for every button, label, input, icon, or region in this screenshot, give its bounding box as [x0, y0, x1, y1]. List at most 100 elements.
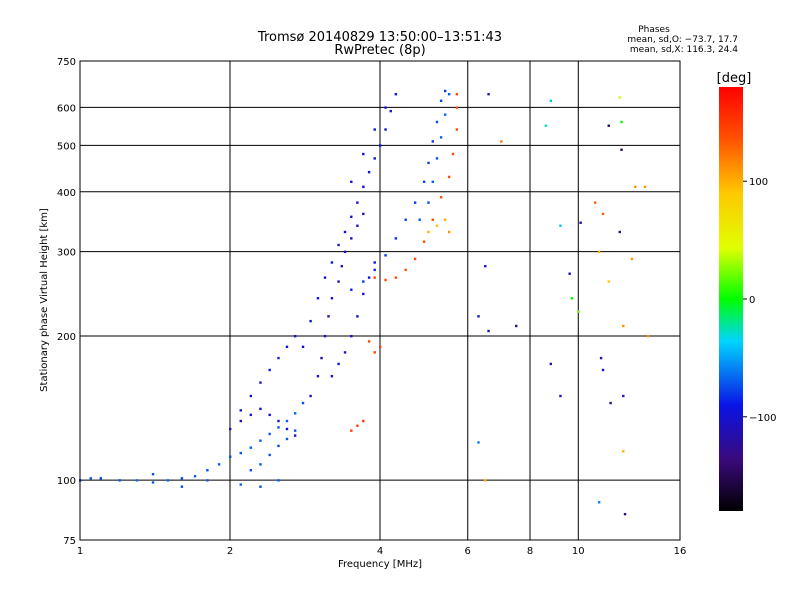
data-point	[362, 212, 365, 216]
data-point	[630, 257, 634, 261]
data-point	[394, 276, 398, 279]
data-point	[435, 157, 439, 160]
data-point	[455, 128, 459, 131]
data-point	[277, 426, 280, 429]
data-point	[622, 450, 625, 453]
data-point	[373, 261, 376, 264]
data-point	[259, 485, 262, 488]
x-tick-label: 10	[572, 546, 585, 557]
data-point	[249, 413, 253, 417]
data-point	[622, 324, 625, 328]
data-point	[549, 362, 553, 366]
data-point	[413, 201, 417, 204]
data-point	[367, 170, 371, 174]
colorbar-label: [deg]	[717, 71, 752, 86]
data-point	[607, 124, 610, 127]
data-point	[515, 324, 518, 328]
data-point	[427, 201, 430, 204]
data-point	[337, 243, 340, 247]
colorbar-tick-label: −100	[749, 413, 776, 424]
data-point	[350, 237, 353, 240]
data-point	[343, 250, 347, 254]
data-point	[362, 292, 365, 296]
data-point	[544, 124, 548, 127]
data-point	[285, 419, 289, 423]
data-point	[180, 477, 184, 480]
data-point	[135, 479, 139, 482]
data-point	[249, 394, 253, 398]
data-point	[618, 96, 621, 99]
data-point	[239, 409, 242, 412]
data-point	[601, 212, 605, 216]
y-tick-label: 600	[57, 103, 76, 114]
data-point	[301, 401, 305, 405]
data-point	[229, 455, 232, 458]
data-point	[356, 224, 359, 227]
data-point	[447, 230, 451, 234]
data-point	[193, 475, 197, 478]
data-point	[277, 444, 280, 448]
data-point	[618, 230, 621, 234]
data-point	[151, 473, 155, 476]
y-tick-label: 75	[63, 536, 76, 547]
data-point	[455, 92, 459, 96]
data-point	[427, 161, 430, 165]
data-point	[343, 351, 347, 354]
data-point	[623, 512, 627, 516]
data-point	[330, 374, 334, 378]
colorbar-ticks: 100 0 −100	[743, 177, 776, 424]
data-point	[373, 157, 376, 160]
data-point	[477, 441, 480, 444]
x-tick-label: 2	[227, 546, 233, 557]
data-point	[166, 479, 170, 482]
data-point	[487, 329, 490, 333]
data-point	[577, 310, 580, 313]
data-point	[500, 140, 503, 143]
data-point	[609, 401, 612, 405]
data-point	[350, 215, 353, 218]
data-point	[362, 185, 365, 189]
data-point	[559, 394, 562, 398]
plot-frame	[79, 60, 681, 541]
data-point	[373, 268, 376, 272]
data-point	[239, 483, 242, 486]
data-point	[362, 152, 365, 156]
data-point	[367, 276, 371, 279]
data-point	[343, 230, 347, 234]
data-point	[443, 218, 447, 221]
data-point	[285, 345, 289, 349]
data-point	[362, 280, 365, 283]
data-point	[89, 477, 92, 480]
data-point	[323, 334, 327, 338]
x-axis-label: Frequency [MHz]	[338, 559, 422, 570]
scatter-points	[79, 89, 650, 516]
data-point	[285, 437, 289, 441]
data-point	[579, 221, 582, 224]
data-point	[118, 479, 121, 482]
data-point	[431, 180, 434, 184]
data-point	[259, 407, 262, 411]
data-point	[418, 218, 421, 221]
data-point	[484, 264, 487, 268]
x-ticks: 1 2 4 6 8 10 16	[77, 546, 687, 557]
y-axis-label: Stationary phase Virtual Height [km]	[39, 208, 50, 392]
data-point	[447, 175, 451, 179]
data-point	[384, 106, 387, 109]
data-point	[427, 230, 430, 234]
data-point	[404, 268, 407, 272]
data-point	[443, 89, 447, 93]
data-point	[379, 345, 382, 349]
data-point	[549, 99, 553, 102]
data-point	[394, 92, 398, 96]
data-point	[379, 144, 382, 147]
y-tick-label: 750	[57, 57, 76, 68]
data-point	[607, 280, 610, 283]
data-point	[268, 453, 271, 457]
colorbar-tick-label: 0	[749, 295, 755, 306]
data-point	[309, 319, 312, 323]
data-point	[620, 148, 623, 151]
data-point	[597, 250, 601, 254]
data-point	[435, 224, 439, 227]
data-point	[477, 315, 480, 318]
data-point	[316, 297, 320, 300]
